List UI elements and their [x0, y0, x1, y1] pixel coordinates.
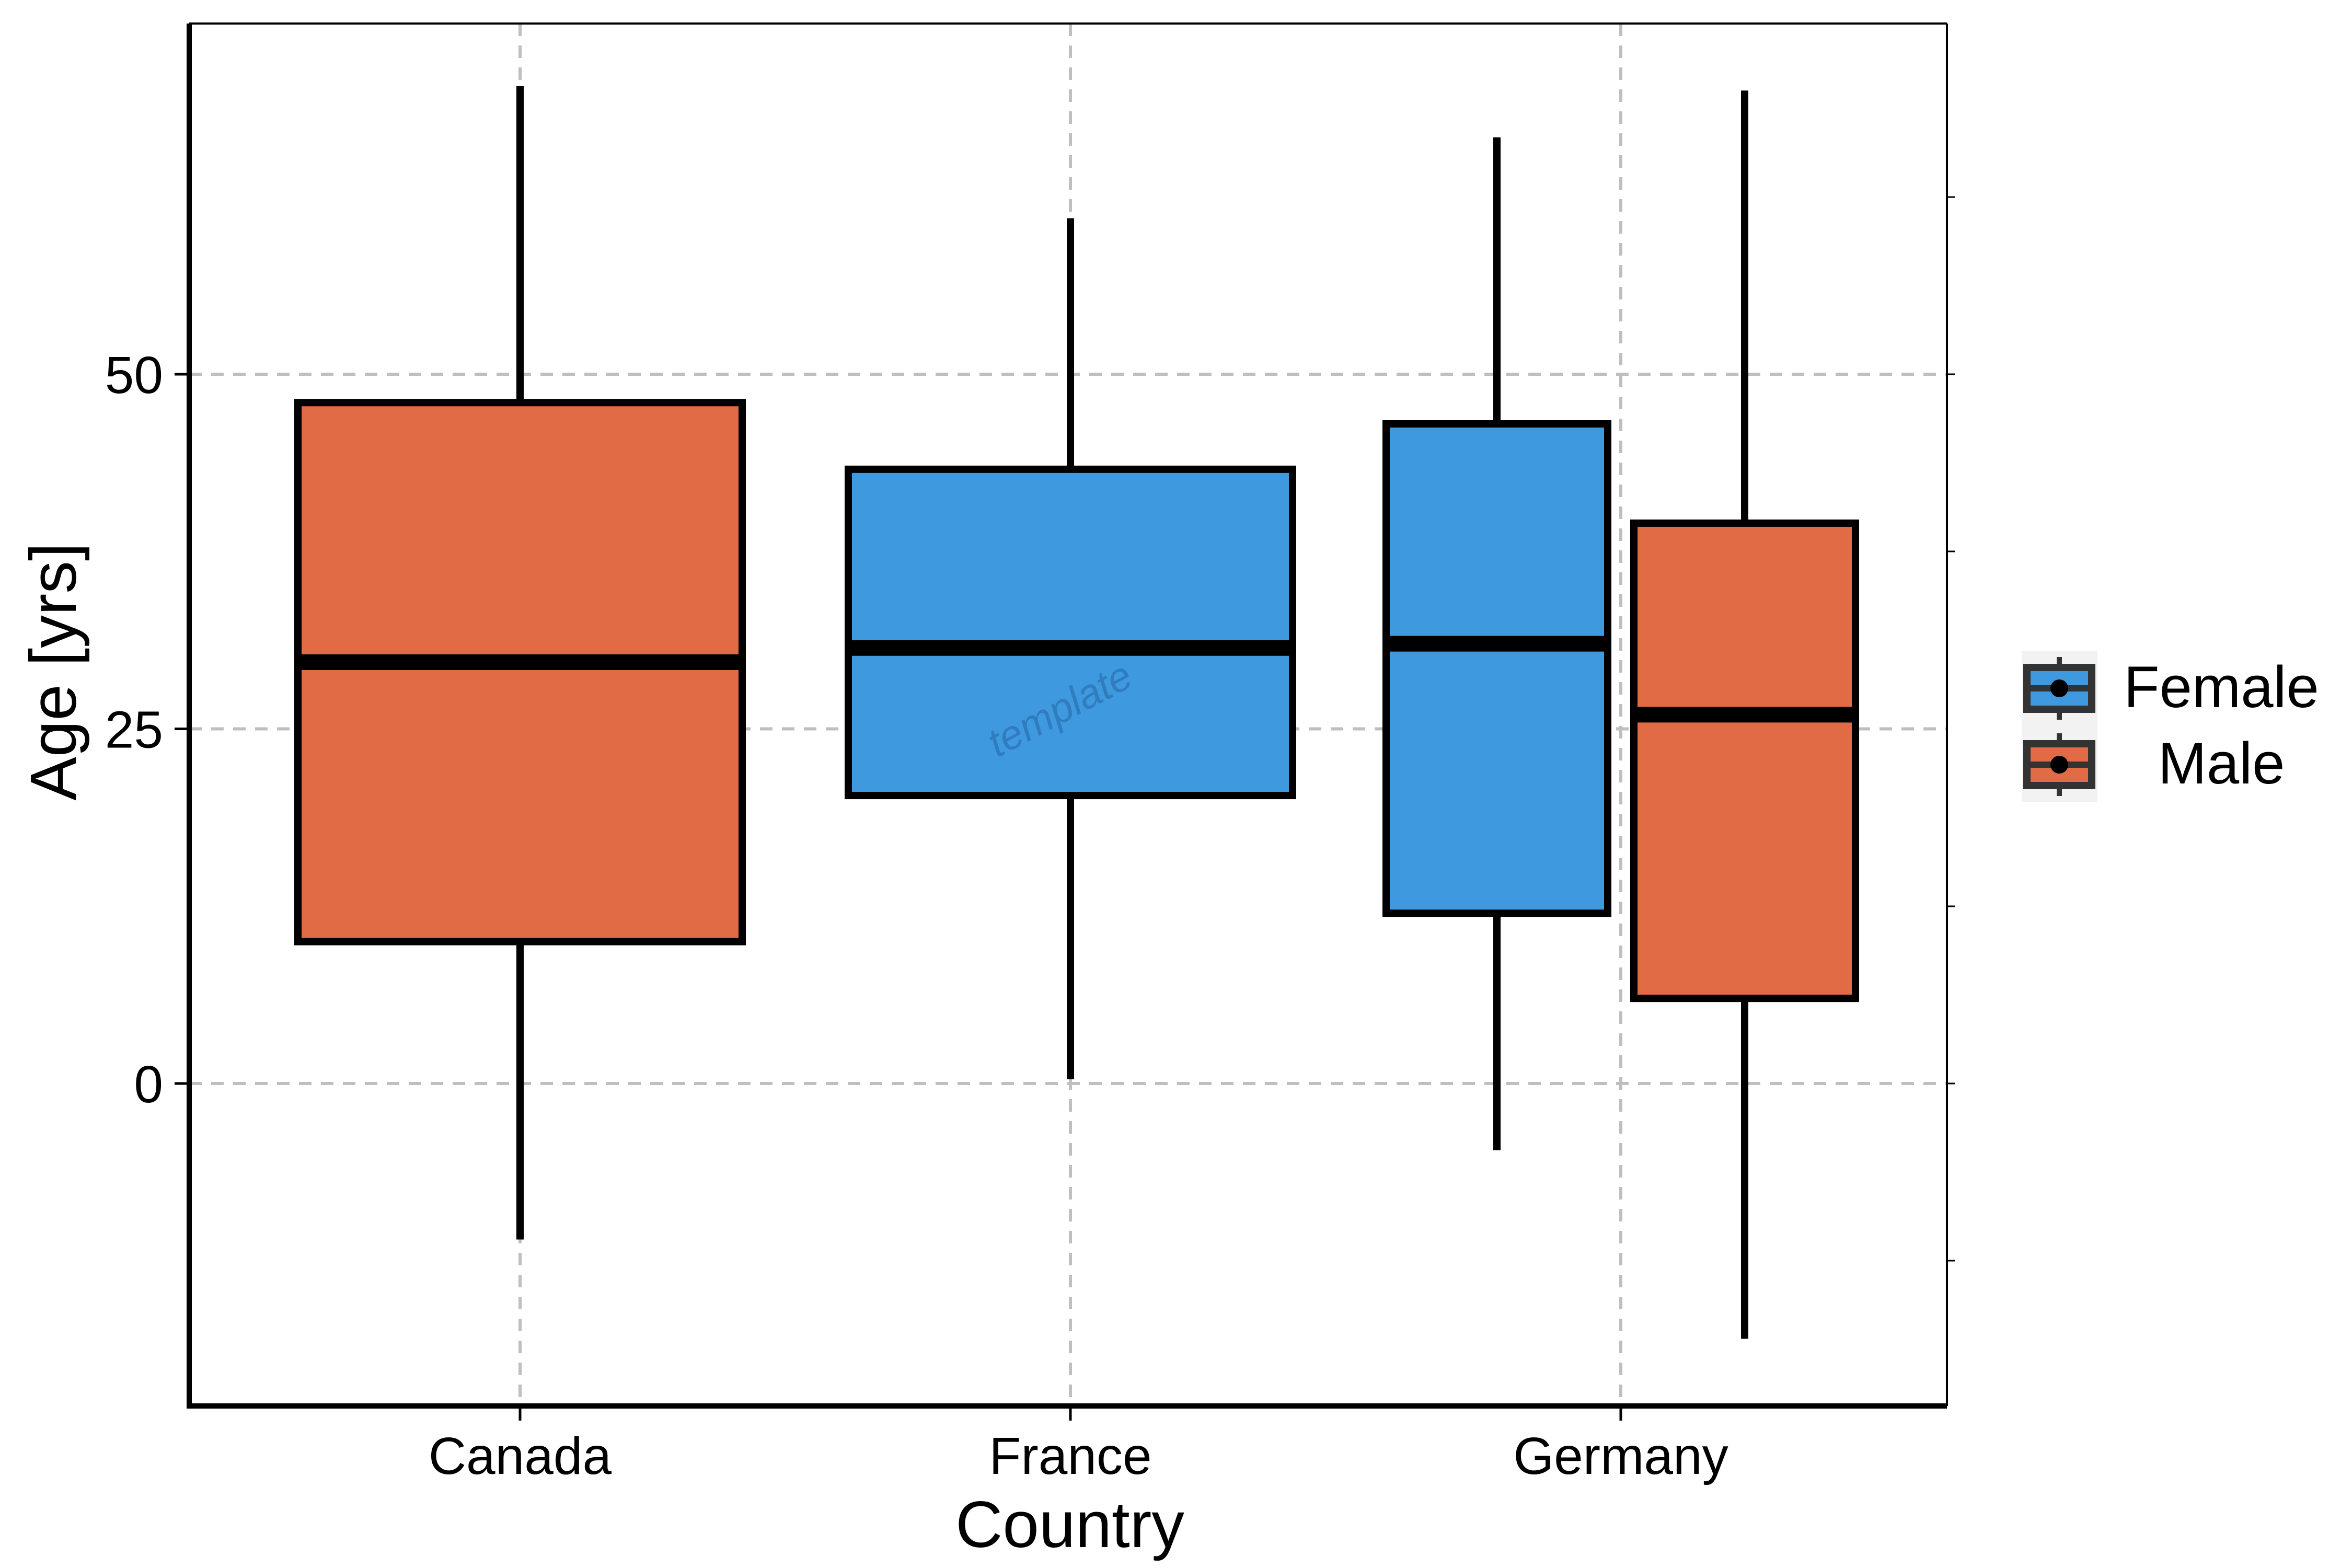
y-tick-label: 0 [134, 1055, 163, 1114]
box-germany-male [1630, 90, 1859, 1339]
x-tick-label: France [989, 1427, 1151, 1485]
box-canada-male [294, 86, 746, 1240]
legend-key-dot [2050, 679, 2068, 697]
x-tick-label: Canada [429, 1427, 612, 1485]
legend-key-dot [2050, 756, 2068, 774]
axes [187, 22, 1955, 1409]
legend: Female Male [2022, 651, 2319, 802]
y-axis-title: Age [yrs] [17, 543, 90, 800]
box-germany-female [1382, 137, 1611, 1150]
legend-label: Female [2124, 654, 2319, 720]
y-tick-label: 50 [105, 346, 163, 405]
box-body [294, 399, 746, 946]
x-tick-label: Germany [1513, 1427, 1728, 1485]
legend-item-male: Male [2023, 731, 2285, 796]
box-body [1382, 420, 1611, 917]
legend-item-female: Female [2023, 654, 2319, 720]
y-tick-label: 25 [105, 701, 163, 759]
box-france-female [845, 218, 1296, 1079]
tick-labels: 0 25 50 Canada France Germany [105, 346, 1728, 1485]
box-body [1630, 519, 1859, 1002]
legend-label: Male [2158, 731, 2285, 796]
box-body [845, 465, 1296, 800]
box-series [294, 86, 1859, 1339]
x-axis-title: Country [955, 1489, 1184, 1561]
